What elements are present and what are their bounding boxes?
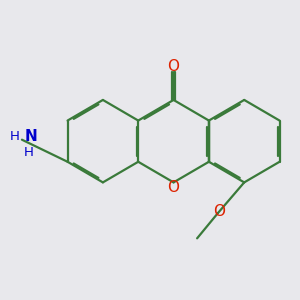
Text: O: O (168, 180, 180, 195)
Text: N: N (24, 129, 37, 144)
Text: H: H (10, 130, 20, 143)
Text: O: O (213, 204, 225, 219)
Text: O: O (168, 59, 180, 74)
Text: H: H (23, 146, 33, 159)
